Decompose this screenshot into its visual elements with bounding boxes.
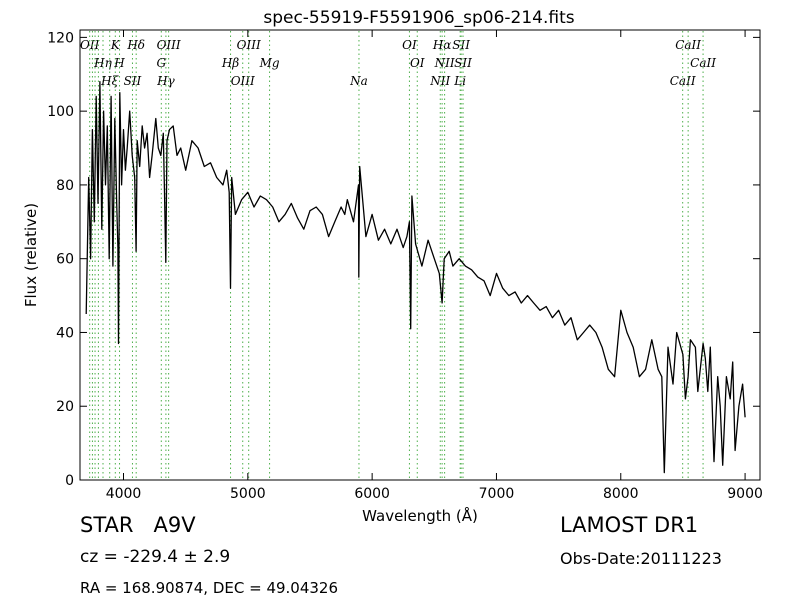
spectral-line-label: Hξ bbox=[100, 74, 119, 88]
spectral-line-label: H bbox=[113, 56, 125, 70]
spectral-line-label: SII bbox=[454, 56, 472, 70]
spectral-line-label: Hγ bbox=[156, 74, 175, 88]
spectral-line-label: Hδ bbox=[126, 38, 145, 52]
object-class-label: STAR A9V bbox=[80, 513, 196, 537]
spectral-line-label: CaII bbox=[690, 56, 716, 70]
spectral-line-label: Li bbox=[453, 74, 466, 88]
y-tick-label: 60 bbox=[56, 252, 74, 268]
spectral-line-label: SII bbox=[452, 38, 470, 52]
spectrum-line bbox=[85, 80, 746, 474]
spectral-line-label: Na bbox=[349, 74, 368, 88]
y-tick-label: 40 bbox=[56, 325, 74, 341]
spectral-line-label: SII bbox=[124, 74, 142, 88]
spectral-line-label: K bbox=[110, 38, 121, 52]
spectral-line-label: CaII bbox=[670, 74, 696, 88]
coordinates-label: RA = 168.90874, DEC = 49.04326 bbox=[80, 579, 339, 597]
y-tick-label: 20 bbox=[56, 399, 74, 415]
x-tick-label: 6000 bbox=[354, 486, 390, 502]
spectral-line-label: Mg bbox=[259, 56, 280, 70]
spectral-line-label: OI bbox=[410, 56, 425, 70]
y-tick-label: 80 bbox=[56, 178, 74, 194]
x-tick-label: 5000 bbox=[230, 486, 266, 502]
spectral-line-label: Hα bbox=[432, 38, 452, 52]
spectrum-layer bbox=[85, 80, 746, 474]
x-tick-label: 9000 bbox=[727, 486, 763, 502]
y-tick-label: 100 bbox=[47, 104, 74, 120]
x-tick-label: 8000 bbox=[603, 486, 639, 502]
spectral-line-label: NII bbox=[429, 74, 450, 88]
spectral-line-label: CaII bbox=[675, 38, 701, 52]
x-tick-label: 4000 bbox=[106, 486, 142, 502]
spectral-line-label: OIII bbox=[157, 38, 181, 52]
y-tick-label: 0 bbox=[65, 473, 74, 489]
obs-date-label: Obs-Date:20111223 bbox=[560, 549, 722, 568]
spectral-lines-layer: OII Hη Hξ KH SII Hδ G Hγ OIII Hβ OIII OIII Mg Na OI OI N… bbox=[80, 31, 716, 479]
spectral-line-label: G bbox=[157, 56, 167, 70]
spectral-line-label: NII bbox=[434, 56, 455, 70]
spectral-line-label: OII bbox=[80, 38, 100, 52]
spectral-line-label: OIII bbox=[231, 74, 255, 88]
chart-title: spec-55919-F5591906_sp06-214.fits bbox=[263, 8, 574, 28]
y-tick-label: 120 bbox=[47, 30, 74, 46]
survey-label: LAMOST DR1 bbox=[560, 513, 699, 537]
y-axis-label: Flux (relative) bbox=[22, 203, 40, 307]
spectral-line-label: Hη bbox=[93, 56, 112, 70]
redshift-label: cz = -229.4 ± 2.9 bbox=[80, 547, 231, 567]
x-axis-label: Wavelength (Å) bbox=[362, 506, 478, 525]
plot-frame bbox=[79, 29, 761, 481]
spectral-line-label: Hβ bbox=[221, 56, 239, 70]
x-tick-label: 7000 bbox=[479, 486, 515, 502]
spectral-line-label: OIII bbox=[237, 38, 261, 52]
axis-ticks-layer: 4000 5000 6000 7000 8000 9000 0 20 40 60 80 100 120 bbox=[47, 30, 763, 502]
spectral-line-label: OI bbox=[402, 38, 417, 52]
